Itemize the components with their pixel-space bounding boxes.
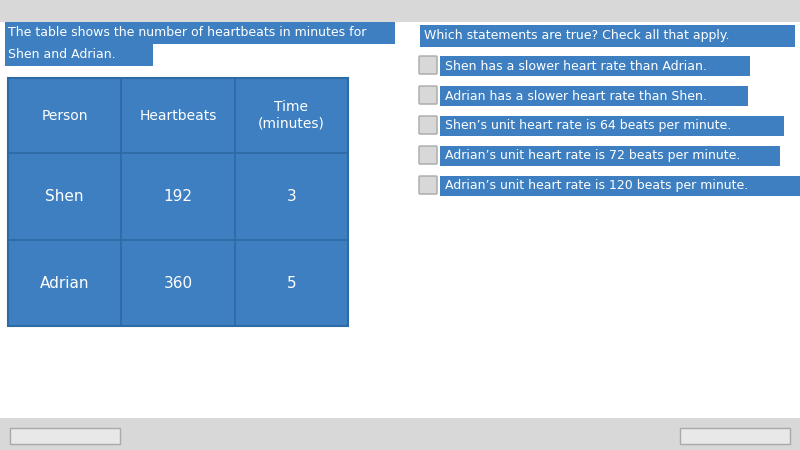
Bar xyxy=(420,87,436,103)
Bar xyxy=(420,147,436,163)
Text: Heartbeats: Heartbeats xyxy=(139,108,217,122)
Text: Adrian’s unit heart rate is 120 beats per minute.: Adrian’s unit heart rate is 120 beats pe… xyxy=(445,180,748,193)
Bar xyxy=(420,57,436,73)
FancyBboxPatch shape xyxy=(419,116,437,134)
Text: 3: 3 xyxy=(286,189,296,204)
Bar xyxy=(420,117,436,133)
Text: Adrian has a slower heart rate than Shen.: Adrian has a slower heart rate than Shen… xyxy=(445,90,707,103)
Bar xyxy=(440,146,780,166)
FancyBboxPatch shape xyxy=(419,86,437,104)
Text: Adrian: Adrian xyxy=(40,275,90,291)
Bar xyxy=(0,418,800,450)
Bar xyxy=(420,177,436,193)
Bar xyxy=(440,176,800,196)
Bar xyxy=(8,78,348,326)
FancyBboxPatch shape xyxy=(419,56,437,74)
FancyBboxPatch shape xyxy=(419,146,437,164)
Bar xyxy=(680,428,790,444)
Text: Shen’s unit heart rate is 64 beats per minute.: Shen’s unit heart rate is 64 beats per m… xyxy=(445,120,731,132)
FancyBboxPatch shape xyxy=(419,176,437,194)
Bar xyxy=(5,44,153,66)
Text: Shen: Shen xyxy=(46,189,84,204)
Text: Shen has a slower heart rate than Adrian.: Shen has a slower heart rate than Adrian… xyxy=(445,59,707,72)
Text: Time
(minutes): Time (minutes) xyxy=(258,100,325,130)
Bar xyxy=(440,86,748,106)
Text: 360: 360 xyxy=(163,275,193,291)
Bar xyxy=(5,22,395,44)
Bar xyxy=(0,0,800,22)
Text: The table shows the number of heartbeats in minutes for: The table shows the number of heartbeats… xyxy=(8,27,366,40)
Bar xyxy=(10,428,120,444)
Text: Which statements are true? Check all that apply.: Which statements are true? Check all tha… xyxy=(424,30,730,42)
Text: Adrian’s unit heart rate is 72 beats per minute.: Adrian’s unit heart rate is 72 beats per… xyxy=(445,149,740,162)
Text: 5: 5 xyxy=(286,275,296,291)
Text: 192: 192 xyxy=(163,189,193,204)
Bar xyxy=(440,116,784,136)
Text: Shen and Adrian.: Shen and Adrian. xyxy=(8,49,116,62)
Bar xyxy=(420,25,795,47)
Bar xyxy=(440,56,750,76)
Bar xyxy=(8,78,348,326)
Text: Person: Person xyxy=(42,108,88,122)
